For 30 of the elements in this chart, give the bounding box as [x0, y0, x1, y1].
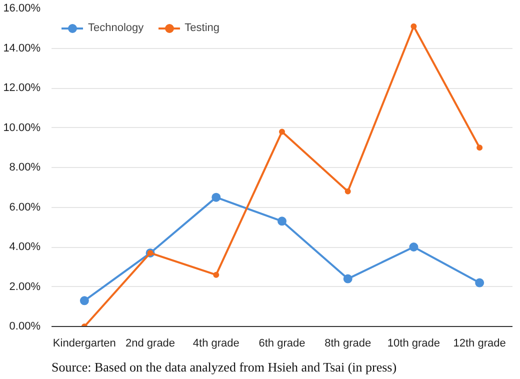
y-tick-label: 2.00%	[9, 280, 41, 293]
point	[475, 278, 484, 288]
y-tick-label: 4.00%	[9, 241, 41, 253]
y-tick-label: 8.00%	[9, 162, 41, 174]
point	[344, 188, 351, 194]
point	[410, 23, 417, 30]
y-tick-label: 6.00%	[9, 201, 41, 214]
x-tick-label: Kindergarten	[52, 338, 116, 350]
y-tick-label: 10.00%	[3, 122, 41, 134]
x-tick-label: 10th grade	[387, 338, 440, 350]
y-tick-label: 0.00%	[9, 320, 41, 332]
x-tick-label: 12th grade	[453, 338, 506, 350]
legend-label: Technology	[88, 22, 144, 34]
point	[80, 296, 89, 306]
x-tick-label: 8th grade	[324, 338, 372, 350]
point	[409, 242, 418, 252]
point	[476, 144, 483, 151]
point	[278, 216, 286, 226]
x-tick-label: 6th grade	[258, 338, 306, 350]
y-tick-label: 12.00%	[3, 82, 41, 94]
point	[279, 128, 285, 135]
y-tick-label: 16.00%	[3, 2, 41, 14]
legend-label: Testing	[184, 22, 220, 34]
source-note: Source: Based on the data analyzed from Hsieh and Tsai (in press)	[52, 360, 397, 374]
y-tick-label: 14.00%	[3, 42, 41, 54]
point	[212, 192, 221, 202]
point	[213, 272, 220, 278]
x-tick-label: 2nd grade	[126, 338, 176, 350]
point	[343, 274, 352, 284]
x-tick-label: 4th grade	[192, 338, 240, 350]
